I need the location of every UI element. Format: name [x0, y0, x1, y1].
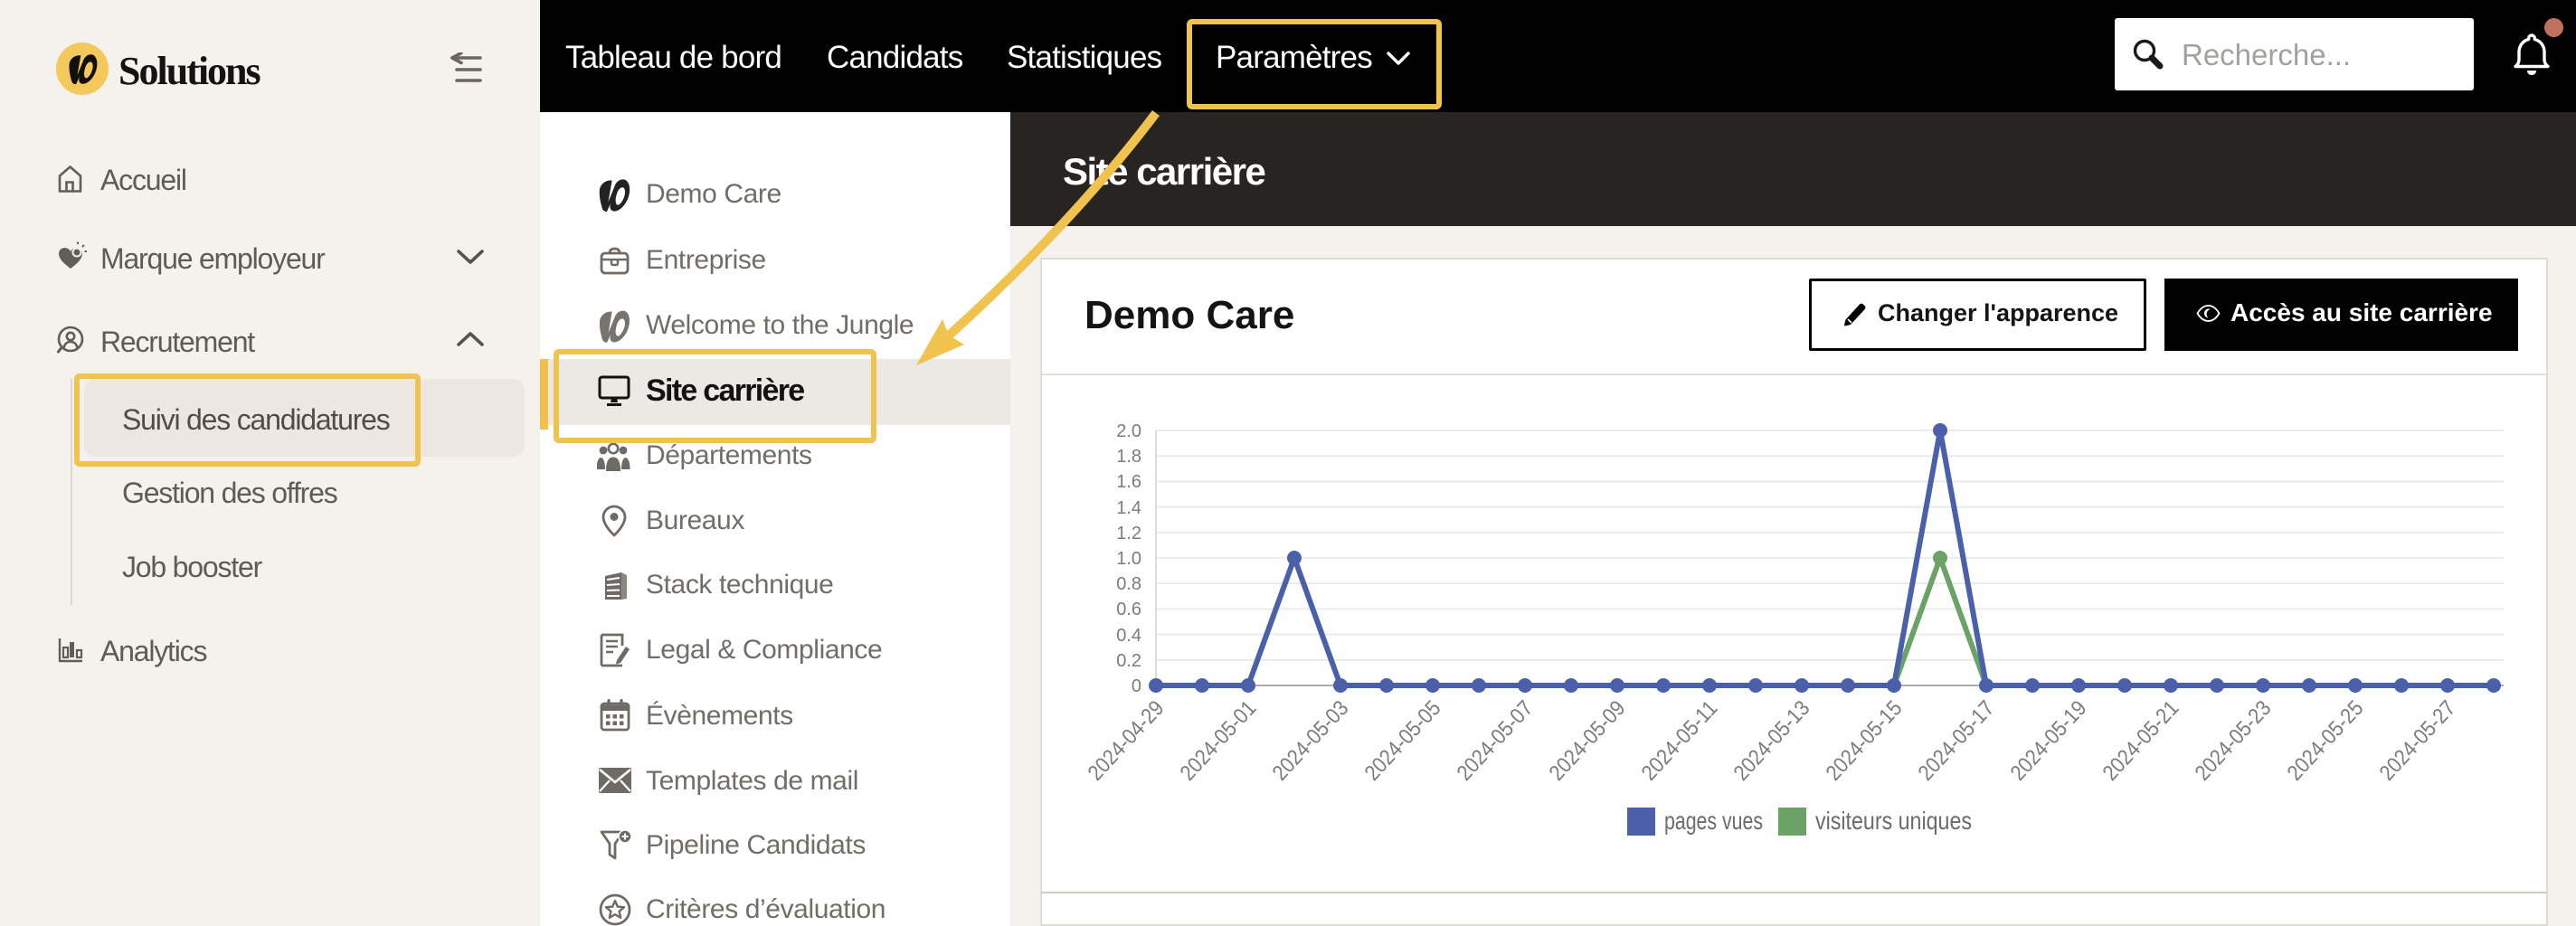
svg-text:1.8: 1.8 [1116, 447, 1141, 467]
svg-text:1.4: 1.4 [1116, 498, 1141, 518]
svg-text:visiteurs uniques: visiteurs uniques [1815, 807, 1972, 835]
svg-text:0: 0 [1132, 676, 1141, 696]
svg-text:2024-05-05: 2024-05-05 [1360, 696, 1446, 786]
svg-text:0.8: 0.8 [1116, 574, 1141, 594]
svg-text:2024-05-27: 2024-05-27 [2375, 696, 2461, 786]
svg-text:2024-05-15: 2024-05-15 [1822, 696, 1908, 786]
svg-text:2024-05-03: 2024-05-03 [1268, 696, 1354, 786]
svg-text:1.6: 1.6 [1116, 472, 1141, 492]
svg-text:0.2: 0.2 [1116, 651, 1141, 671]
svg-text:2024-05-21: 2024-05-21 [2098, 696, 2184, 786]
svg-text:pages vues: pages vues [1664, 807, 1763, 835]
svg-text:0.4: 0.4 [1116, 626, 1141, 646]
svg-text:2024-05-23: 2024-05-23 [2191, 696, 2277, 786]
svg-text:2024-05-01: 2024-05-01 [1176, 696, 1262, 786]
svg-text:2024-05-09: 2024-05-09 [1545, 696, 1631, 786]
svg-text:2024-04-29: 2024-04-29 [1084, 696, 1170, 786]
svg-text:2024-05-17: 2024-05-17 [1914, 696, 2000, 786]
svg-text:0.6: 0.6 [1116, 600, 1141, 619]
svg-text:2.0: 2.0 [1116, 421, 1141, 441]
svg-text:2024-05-13: 2024-05-13 [1729, 696, 1815, 786]
svg-text:2024-05-19: 2024-05-19 [2006, 696, 2092, 786]
svg-text:1.0: 1.0 [1116, 549, 1141, 569]
svg-text:2024-05-25: 2024-05-25 [2283, 696, 2369, 786]
svg-text:1.2: 1.2 [1116, 524, 1141, 543]
svg-text:2024-05-07: 2024-05-07 [1453, 696, 1539, 786]
svg-text:2024-05-11: 2024-05-11 [1637, 696, 1723, 786]
